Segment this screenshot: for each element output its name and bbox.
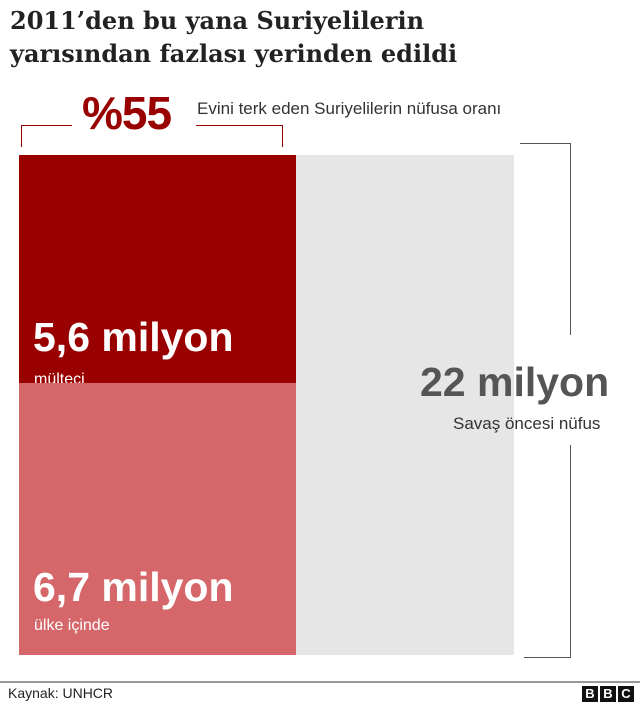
bracket-line bbox=[524, 657, 571, 658]
refugees-value: 5,6 milyon bbox=[33, 314, 234, 360]
bracket-line bbox=[570, 445, 571, 657]
total-label: Savaş öncesi nüfus bbox=[453, 414, 601, 433]
bbc-logo: B B C bbox=[582, 686, 634, 702]
bracket-line bbox=[520, 143, 571, 144]
idp-value: 6,7 milyon bbox=[33, 564, 234, 610]
logo-letter: B bbox=[600, 686, 616, 702]
share-value: %55 bbox=[82, 87, 172, 139]
idp-label: ülke içinde bbox=[34, 617, 110, 634]
logo-letter: B bbox=[582, 686, 598, 702]
share-label: Evini terk eden Suriyelilerin nüfusa ora… bbox=[197, 99, 502, 118]
footer-divider bbox=[0, 681, 640, 683]
bracket-line bbox=[570, 143, 571, 335]
refugees-bar: 5,6 milyon mülteci bbox=[19, 155, 296, 388]
logo-letter: C bbox=[618, 686, 634, 702]
total-value: 22 milyon bbox=[420, 359, 610, 405]
bracket-line bbox=[21, 125, 22, 147]
source: Kaynak: UNHCR bbox=[8, 685, 114, 701]
bracket-line bbox=[282, 125, 283, 147]
bracket-line bbox=[196, 125, 282, 126]
title-line-1: 2011’den bu yana Suriyelilerin bbox=[10, 6, 425, 35]
bracket-line bbox=[21, 125, 72, 126]
internally-displaced-bar: 6,7 milyon ülke içinde bbox=[19, 383, 296, 655]
chart-title: 2011’den bu yana Suriyelilerin yarısında… bbox=[10, 4, 457, 70]
title-line-2: yarısından fazlası yerinden edildi bbox=[10, 39, 458, 68]
